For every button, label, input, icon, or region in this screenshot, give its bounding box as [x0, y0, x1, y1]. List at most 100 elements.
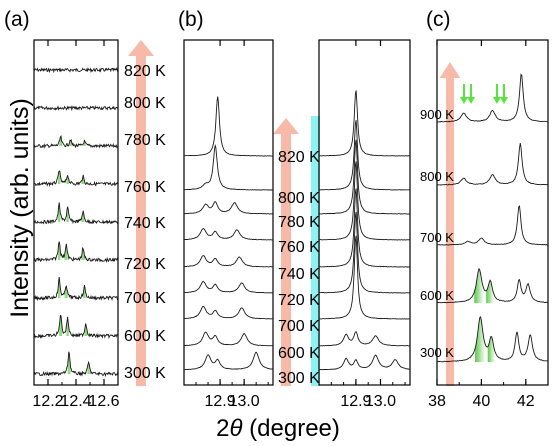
peak-fill — [487, 336, 495, 362]
temp-label-a: 820 K — [124, 63, 166, 80]
arrow-c-head — [439, 62, 461, 78]
panel-a: 12.212.412.6 — [32, 39, 120, 410]
trace-800K — [33, 104, 118, 112]
temp-label-b: 760 K — [278, 239, 320, 256]
panel-label-c: (c) — [426, 8, 451, 31]
trace-780K — [183, 201, 274, 215]
arrow-a-head — [128, 40, 154, 56]
temp-label-b: 780 K — [278, 214, 320, 231]
peak-fill — [84, 323, 88, 336]
temp-label-a: 300 K — [124, 365, 166, 382]
x-tick-label: 12.6 — [88, 393, 119, 410]
temp-label-b: 720 K — [278, 292, 320, 309]
trace-300K — [437, 316, 549, 363]
x-tick-label: 12.2 — [32, 393, 63, 410]
arrow-a-shaft — [136, 54, 146, 386]
temp-label-c: 900 K — [420, 107, 454, 122]
temp-label-b: 700 K — [278, 318, 320, 335]
cyan-bar — [311, 116, 320, 386]
temp-label-b: 300 K — [278, 370, 320, 387]
trace-820K — [318, 90, 411, 157]
trace-800K — [436, 143, 549, 186]
panel-c: 38 40 42 — [428, 39, 549, 410]
panel-frame — [436, 39, 549, 386]
x-tick-label: 42 — [517, 393, 535, 410]
trace-760K — [183, 228, 274, 241]
peak-fill — [64, 286, 68, 298]
x-axis-label-theta: θ — [229, 415, 242, 442]
x-tick-label: 13.0 — [229, 393, 260, 410]
x-axis-label-2: 2 — [216, 415, 229, 442]
x-axis-label-unit: (degree) — [243, 415, 340, 442]
trace-300K — [318, 354, 410, 371]
trace-700K — [183, 305, 273, 320]
temp-label-a: 740 K — [124, 215, 166, 232]
trace-300K — [33, 351, 119, 378]
trace-720K — [33, 241, 119, 264]
trace-780K — [33, 135, 119, 149]
x-axis-label: 2θ (degree) — [216, 415, 340, 442]
trace-700K — [33, 276, 119, 302]
trace-300K — [183, 351, 274, 371]
x-tick-label: 12.9 — [205, 393, 236, 410]
peak-fill — [81, 174, 85, 184]
temperature-arrows — [128, 40, 508, 386]
trace-900K — [436, 73, 548, 123]
temperature-labels: 820 K 800 K 780 K 760 K 740 K 720 K 700 K 600 K… — [124, 63, 454, 387]
x-tick-label: 40 — [473, 393, 491, 410]
x-tick-label: 12.4 — [60, 393, 91, 410]
peak-fill — [68, 140, 72, 146]
green-arrow-head — [493, 97, 501, 104]
temp-label-c: 300 K — [420, 345, 454, 360]
temp-label-b: 740 K — [278, 266, 320, 283]
panel-frame — [183, 39, 274, 386]
trace-780K — [319, 139, 410, 215]
temp-label-c: 600 K — [420, 288, 454, 303]
peak-fill — [59, 136, 63, 146]
green-arrow-head — [500, 97, 508, 104]
trace-760K — [318, 161, 411, 241]
peak-fill — [475, 316, 486, 362]
trace-800K — [183, 143, 273, 191]
trace-820K — [33, 67, 119, 74]
trace-720K — [318, 211, 411, 294]
green-arrow-head — [467, 97, 475, 104]
panel-label-b: (b) — [178, 8, 204, 31]
temp-label-b: 600 K — [278, 345, 320, 362]
y-axis-label: Intensity (arb. units) — [6, 98, 34, 318]
x-tick-label: 13.0 — [365, 393, 396, 410]
arrow-b-shaft — [281, 132, 291, 386]
temp-label-c: 800 K — [420, 169, 454, 184]
trace-740K — [34, 202, 119, 225]
temp-label-a: 720 K — [124, 256, 166, 273]
trace-700K — [436, 205, 548, 246]
panel-label-a: (a) — [4, 8, 30, 31]
x-tick-label: 12.9 — [340, 393, 371, 410]
trace-600K — [319, 331, 411, 347]
trace-740K — [318, 188, 411, 268]
peak-fill — [83, 139, 86, 146]
trace-800K — [319, 120, 411, 191]
peak-fill — [486, 280, 495, 303]
trace-600K — [33, 314, 119, 340]
trace-700K — [319, 235, 411, 320]
panels: 12.212.412.6 12.913.0 12.913.0 38 40 42 — [32, 39, 549, 410]
peak-fill — [64, 243, 68, 260]
temp-label-b: 820 K — [278, 149, 320, 166]
trace-760K — [33, 170, 119, 187]
temp-label-a: 700 K — [124, 290, 166, 307]
trace-600K — [436, 267, 549, 304]
panel-b-right: 12.913.0 — [318, 39, 411, 410]
x-tick-label: 38 — [428, 393, 446, 410]
arrow-b-head — [273, 118, 299, 134]
trace-720K — [184, 280, 274, 294]
trace-740K — [183, 255, 274, 268]
arrow-c-shaft — [446, 76, 454, 386]
trace-820K — [183, 96, 274, 157]
temp-label-a: 780 K — [124, 132, 166, 149]
panel-frame — [318, 39, 411, 386]
peak-fill — [66, 316, 69, 336]
panel-b: 12.913.0 — [183, 39, 274, 410]
peak-fill — [474, 268, 484, 303]
